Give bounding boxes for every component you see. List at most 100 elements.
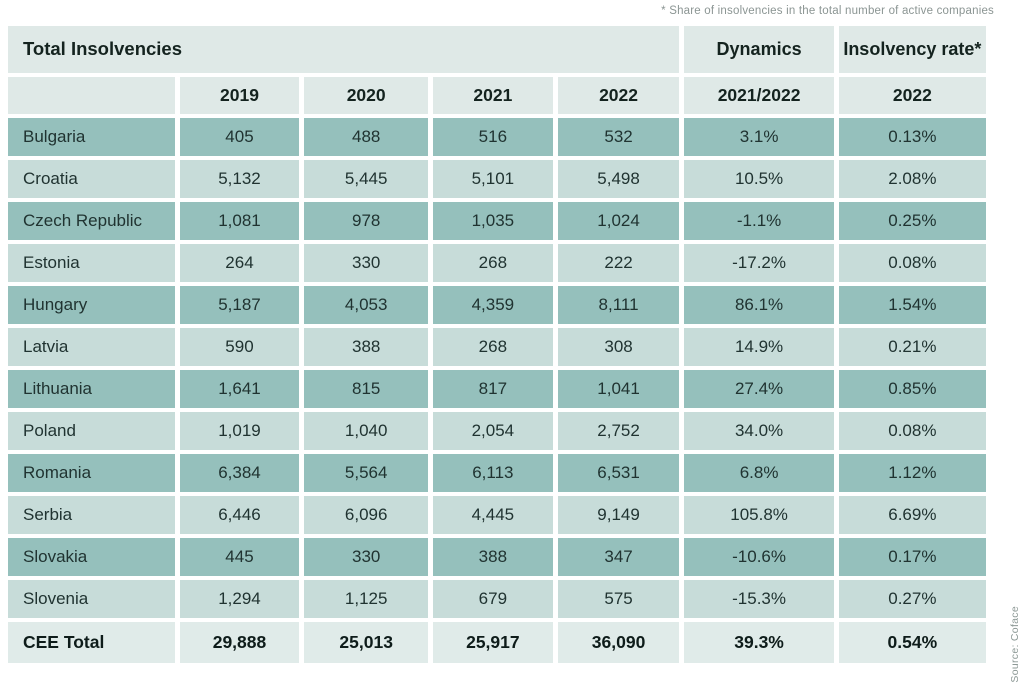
value-cell: 5,132 [179,160,300,198]
column-header-row: 2019 2020 2021 2022 2021/2022 2022 [8,77,986,114]
table-row: Bulgaria 405 488 516 532 3.1% 0.13% [8,118,986,156]
value-cell: 8,111 [557,286,680,324]
total-label: CEE Total [8,622,175,663]
table-row: Lithuania 1,641 815 817 1,041 27.4% 0.85… [8,370,986,408]
value-cell: 1,081 [179,202,300,240]
value-cell: 34.0% [684,412,834,450]
group-header-dynamics: Dynamics [684,26,834,73]
column-header-blank [8,77,175,114]
total-value-cell: 25,917 [433,622,553,663]
total-value-cell: 39.3% [684,622,834,663]
value-cell: 3.1% [684,118,834,156]
value-cell: 2.08% [838,160,986,198]
value-cell: 1,019 [179,412,300,450]
value-cell: 6.69% [838,496,986,534]
source-label: Source: Coface [1009,606,1021,683]
country-cell: Romania [8,454,175,492]
value-cell: 5,445 [304,160,429,198]
value-cell: 1.54% [838,286,986,324]
group-header-row: Total Insolvencies Dynamics Insolvency r… [8,26,986,73]
value-cell: 6,113 [433,454,553,492]
value-cell: 0.08% [838,244,986,282]
value-cell: 268 [433,244,553,282]
value-cell: 1,040 [304,412,429,450]
value-cell: 815 [304,370,429,408]
country-cell: Czech Republic [8,202,175,240]
total-value-cell: 29,888 [179,622,300,663]
column-header-2021: 2021 [433,77,553,114]
value-cell: 445 [179,538,300,576]
value-cell: 86.1% [684,286,834,324]
value-cell: 590 [179,328,300,366]
country-cell: Croatia [8,160,175,198]
country-cell: Lithuania [8,370,175,408]
value-cell: 6,096 [304,496,429,534]
table-row: Croatia 5,132 5,445 5,101 5,498 10.5% 2.… [8,160,986,198]
value-cell: 5,498 [557,160,680,198]
table-row: Estonia 264 330 268 222 -17.2% 0.08% [8,244,986,282]
table-title: Total Insolvencies [8,26,680,73]
value-cell: 6.8% [684,454,834,492]
column-header-2020: 2020 [304,77,429,114]
total-value-cell: 36,090 [557,622,680,663]
value-cell: 268 [433,328,553,366]
country-cell: Poland [8,412,175,450]
value-cell: 5,187 [179,286,300,324]
table-row: Serbia 6,446 6,096 4,445 9,149 105.8% 6.… [8,496,986,534]
table-row: Hungary 5,187 4,053 4,359 8,111 86.1% 1.… [8,286,986,324]
value-cell: 488 [304,118,429,156]
table-row: Slovakia 445 330 388 347 -10.6% 0.17% [8,538,986,576]
value-cell: 532 [557,118,680,156]
value-cell: 0.21% [838,328,986,366]
value-cell: 0.08% [838,412,986,450]
value-cell: 4,359 [433,286,553,324]
value-cell: 0.85% [838,370,986,408]
country-cell: Slovenia [8,580,175,618]
value-cell: 978 [304,202,429,240]
value-cell: 1,125 [304,580,429,618]
value-cell: 6,531 [557,454,680,492]
value-cell: 1,035 [433,202,553,240]
value-cell: 5,564 [304,454,429,492]
table-row: Latvia 590 388 268 308 14.9% 0.21% [8,328,986,366]
value-cell: 2,752 [557,412,680,450]
value-cell: 405 [179,118,300,156]
group-header-insolvency-rate: Insolvency rate* [838,26,986,73]
table-row: Czech Republic 1,081 978 1,035 1,024 -1.… [8,202,986,240]
value-cell: 1.12% [838,454,986,492]
column-header-rate-2022: 2022 [838,77,986,114]
country-cell: Latvia [8,328,175,366]
value-cell: 1,294 [179,580,300,618]
value-cell: 4,445 [433,496,553,534]
value-cell: 10.5% [684,160,834,198]
value-cell: 27.4% [684,370,834,408]
value-cell: 0.25% [838,202,986,240]
total-row: CEE Total 29,888 25,013 25,917 36,090 39… [8,622,986,663]
country-cell: Bulgaria [8,118,175,156]
value-cell: 0.13% [838,118,986,156]
value-cell: -1.1% [684,202,834,240]
value-cell: 388 [433,538,553,576]
column-header-2019: 2019 [179,77,300,114]
value-cell: 14.9% [684,328,834,366]
value-cell: 347 [557,538,680,576]
value-cell: 330 [304,538,429,576]
value-cell: 4,053 [304,286,429,324]
country-cell: Serbia [8,496,175,534]
value-cell: 330 [304,244,429,282]
value-cell: 264 [179,244,300,282]
value-cell: 817 [433,370,553,408]
value-cell: 6,446 [179,496,300,534]
country-cell: Slovakia [8,538,175,576]
value-cell: 0.27% [838,580,986,618]
value-cell: 1,041 [557,370,680,408]
table-row: Poland 1,019 1,040 2,054 2,752 34.0% 0.0… [8,412,986,450]
column-header-dynamics-2021-2022: 2021/2022 [684,77,834,114]
value-cell: 308 [557,328,680,366]
value-cell: 0.17% [838,538,986,576]
country-cell: Estonia [8,244,175,282]
value-cell: 2,054 [433,412,553,450]
value-cell: 679 [433,580,553,618]
country-cell: Hungary [8,286,175,324]
